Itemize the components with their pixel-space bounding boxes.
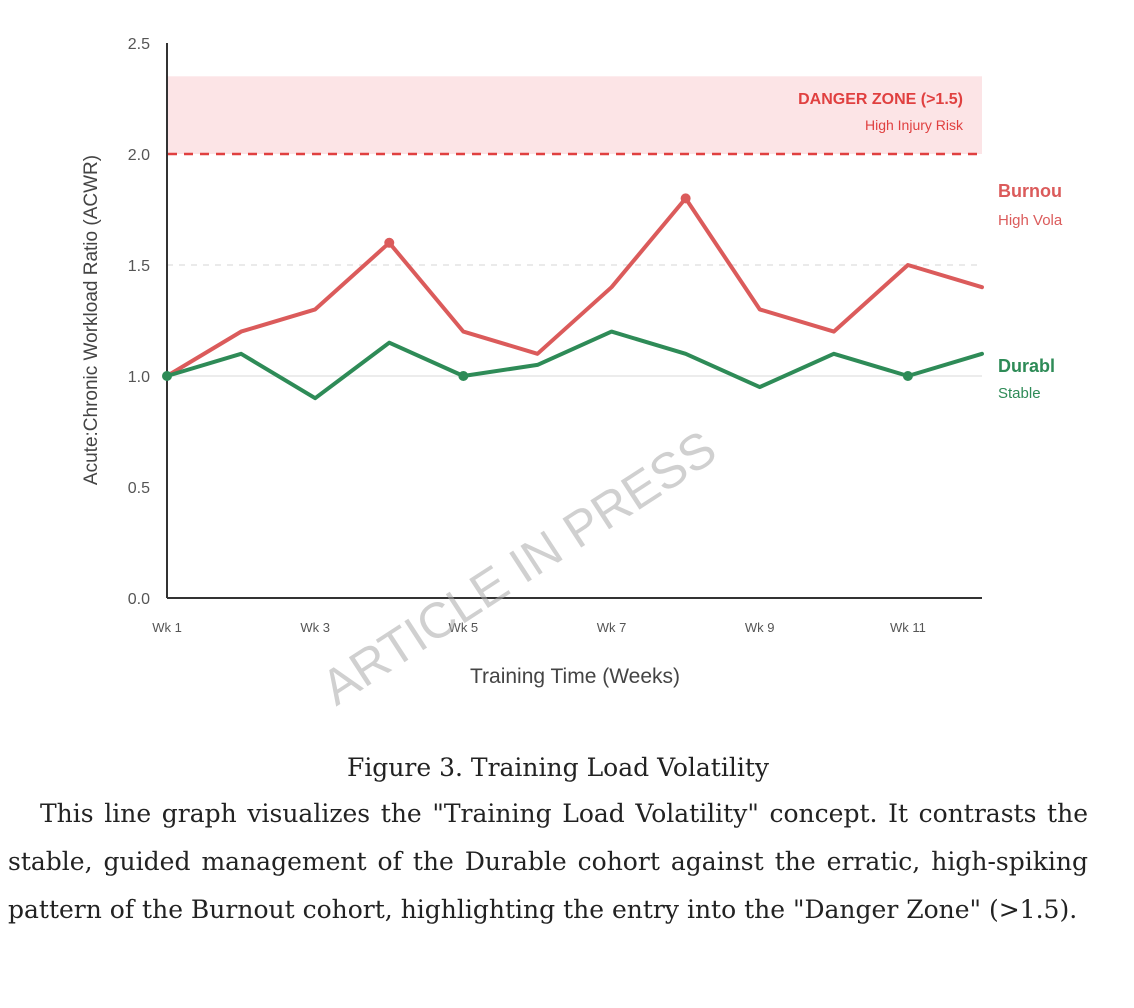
series-1-point-10 bbox=[902, 371, 913, 381]
y-tick-label-1: 0.5 bbox=[128, 480, 150, 497]
series-1-point-4 bbox=[458, 371, 469, 381]
danger-zone-label: DANGER ZONE (>1.5) bbox=[798, 91, 963, 108]
danger-zone-band bbox=[168, 76, 982, 154]
axis-layer: 0.0 0.5 1.0 1.5 2.0 2.5 Wk 1 Wk 3 Wk 5 Wk 7 Wk 9 Wk… bbox=[128, 36, 982, 635]
figure-caption: Figure 3. Training Load Volatility This … bbox=[8, 750, 1088, 934]
label-layer: Burnou High Vola Durabl Stable bbox=[998, 181, 1063, 402]
x-tick-label-4: Wk 9 bbox=[745, 620, 775, 635]
acwr-line-chart: DANGER ZONE (>1.5)High Injury Risk 0.00.… bbox=[81, 36, 1063, 716]
x-tick-label-5: Wk 11 bbox=[890, 620, 926, 635]
series-0-point-7 bbox=[680, 193, 691, 204]
series-sublabel-0: High Vola bbox=[998, 212, 1063, 229]
series-0-point-3 bbox=[384, 237, 395, 248]
grid-layer bbox=[167, 264, 982, 377]
y-tick-label-5: 2.5 bbox=[128, 36, 150, 53]
x-axis-title: Training Time (Weeks) bbox=[470, 665, 680, 688]
figure-title: Figure 3. Training Load Volatility bbox=[346, 753, 770, 782]
series-1-point-0 bbox=[162, 371, 172, 381]
y-tick-label-2: 1.0 bbox=[128, 369, 150, 386]
series-line-0 bbox=[165, 196, 984, 378]
series-label-0: Burnou bbox=[998, 181, 1062, 201]
x-tick-label-2: Wk 5 bbox=[449, 620, 479, 635]
x-tick-label-3: Wk 7 bbox=[597, 620, 627, 635]
series-label-1: Durabl bbox=[998, 356, 1055, 376]
y-tick-label-0: 0.0 bbox=[128, 591, 150, 608]
y-axis-title: Acute:Chronic Workload Ratio (ACWR) bbox=[81, 155, 102, 485]
x-tick-label-1: Wk 3 bbox=[300, 620, 330, 635]
danger-zone-sublabel: High Injury Risk bbox=[865, 117, 964, 133]
x-tick-label-0: Wk 1 bbox=[152, 620, 182, 635]
y-tick-label-4: 2.0 bbox=[128, 147, 150, 164]
y-tick-label-3: 1.5 bbox=[128, 258, 150, 275]
figure-description: This line graph visualizes the "Training… bbox=[8, 799, 1088, 924]
danger-zone-layer: DANGER ZONE (>1.5) High Injury Risk bbox=[168, 76, 982, 156]
series-sublabel-1: Stable bbox=[998, 385, 1041, 402]
series-line-1 bbox=[165, 329, 984, 401]
series-layer bbox=[162, 193, 984, 401]
